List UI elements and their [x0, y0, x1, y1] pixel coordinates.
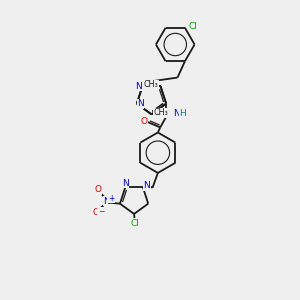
- Text: N: N: [136, 82, 142, 91]
- Text: O: O: [141, 117, 148, 126]
- Text: N: N: [173, 109, 179, 118]
- Text: Cl: Cl: [130, 219, 140, 228]
- Text: H: H: [179, 109, 186, 118]
- Text: Cl: Cl: [189, 22, 198, 31]
- Text: N: N: [143, 181, 150, 190]
- Text: N: N: [137, 99, 144, 108]
- Text: CH₃: CH₃: [144, 80, 158, 89]
- Text: O: O: [94, 185, 101, 194]
- Text: +: +: [108, 194, 114, 202]
- Text: CH₃: CH₃: [154, 108, 168, 117]
- Text: −: −: [98, 207, 104, 216]
- Text: N: N: [122, 179, 129, 188]
- Text: O: O: [92, 208, 99, 217]
- Text: N: N: [103, 197, 110, 206]
